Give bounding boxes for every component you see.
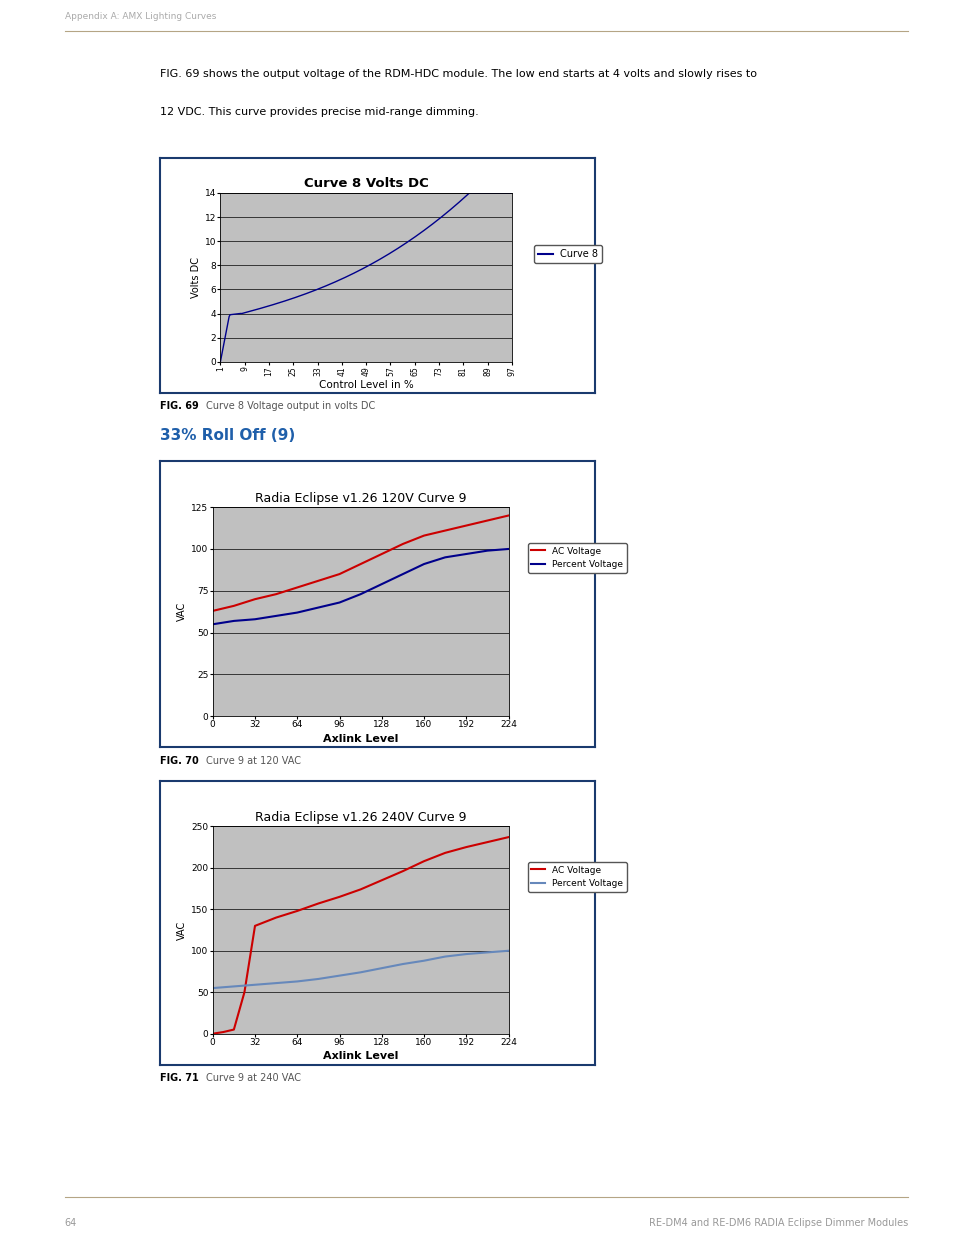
Text: Appendix A: AMX Lighting Curves: Appendix A: AMX Lighting Curves — [65, 11, 216, 21]
Text: 64: 64 — [65, 1218, 77, 1229]
Legend: AC Voltage, Percent Voltage: AC Voltage, Percent Voltage — [527, 543, 626, 573]
Y-axis label: VAC: VAC — [177, 920, 187, 940]
Text: FIG. 71: FIG. 71 — [160, 1073, 199, 1083]
Title: Radia Eclipse v1.26 240V Curve 9: Radia Eclipse v1.26 240V Curve 9 — [254, 811, 466, 824]
Text: Curve 9 at 120 VAC: Curve 9 at 120 VAC — [206, 756, 301, 766]
Text: Curve 9 at 240 VAC: Curve 9 at 240 VAC — [206, 1073, 301, 1083]
Text: FIG. 69: FIG. 69 — [160, 401, 199, 411]
X-axis label: Axlink Level: Axlink Level — [323, 734, 398, 743]
Y-axis label: VAC: VAC — [177, 603, 187, 621]
Text: FIG. 69 shows the output voltage of the RDM-HDC module. The low end starts at 4 : FIG. 69 shows the output voltage of the … — [160, 69, 757, 79]
Text: 12 VDC. This curve provides precise mid-range dimming.: 12 VDC. This curve provides precise mid-… — [160, 106, 478, 117]
Text: RE-DM4 and RE-DM6 RADIA Eclipse Dimmer Modules: RE-DM4 and RE-DM6 RADIA Eclipse Dimmer M… — [648, 1218, 907, 1229]
Legend: AC Voltage, Percent Voltage: AC Voltage, Percent Voltage — [527, 862, 626, 892]
Title: Curve 8 Volts DC: Curve 8 Volts DC — [303, 178, 428, 190]
Text: Curve 8 Voltage output in volts DC: Curve 8 Voltage output in volts DC — [206, 401, 375, 411]
X-axis label: Axlink Level: Axlink Level — [323, 1051, 398, 1061]
X-axis label: Control Level in %: Control Level in % — [318, 380, 413, 390]
Legend: Curve 8: Curve 8 — [534, 245, 601, 263]
Text: FIG. 70: FIG. 70 — [160, 756, 199, 766]
Text: 33% Roll Off (9): 33% Roll Off (9) — [160, 427, 295, 443]
Y-axis label: Volts DC: Volts DC — [191, 257, 200, 298]
Title: Radia Eclipse v1.26 120V Curve 9: Radia Eclipse v1.26 120V Curve 9 — [254, 492, 466, 505]
